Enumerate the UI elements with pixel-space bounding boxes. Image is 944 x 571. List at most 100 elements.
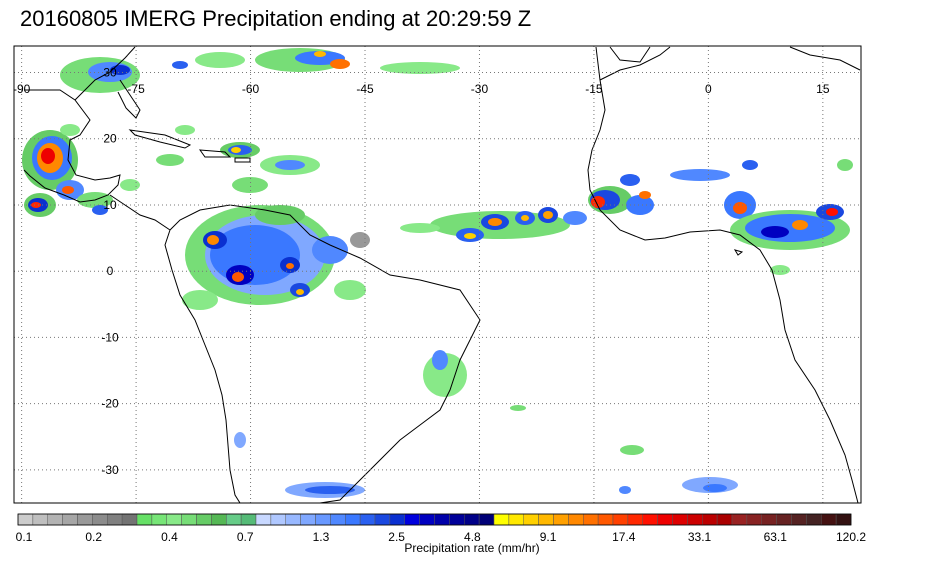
- colorbar-swatch: [240, 513, 257, 526]
- lon-label: -45: [356, 82, 374, 96]
- lat-label: -10: [101, 330, 119, 344]
- lat-label: 10: [103, 198, 117, 212]
- colorbar-swatch: [776, 513, 792, 526]
- colorbar-swatch: [806, 513, 822, 526]
- lat-label: -30: [101, 463, 119, 477]
- colorbar-swatch: [791, 513, 807, 526]
- colorbar-swatch: [642, 513, 658, 526]
- colorbar-swatch: [92, 513, 108, 526]
- colorbar-tick-label: 120.2: [836, 530, 866, 544]
- colorbar-swatch: [107, 513, 123, 526]
- colorbar-swatch: [657, 513, 673, 526]
- lat-lon-grid: [14, 46, 861, 503]
- colorbar-swatch: [315, 513, 331, 526]
- colorbar-swatch: [374, 513, 391, 526]
- colorbar-swatch: [255, 513, 272, 526]
- colorbar-swatch: [568, 513, 584, 526]
- grid-labels: -90 -75 -60 -45 -30 -15 0 15 30 20 10 0 -10 -20 -30: [13, 65, 830, 476]
- lat-label: 20: [103, 132, 117, 146]
- colorbar-swatch: [270, 513, 286, 526]
- colorbar-swatch: [136, 513, 153, 526]
- colorbar-swatch: [687, 513, 703, 526]
- colorbar: [17, 513, 852, 526]
- colorbar-swatch: [716, 513, 733, 526]
- colorbar-swatch: [493, 513, 510, 526]
- colorbar-swatch: [821, 513, 837, 526]
- colorbar-tick-label: 0.7: [237, 530, 254, 544]
- lon-label: -75: [127, 82, 145, 96]
- precip-cluster-itcz: [400, 207, 587, 242]
- colorbar-swatch: [196, 513, 212, 526]
- colorbar-swatch: [553, 513, 569, 526]
- colorbar-swatch: [583, 513, 599, 526]
- colorbar-swatch: [359, 513, 376, 526]
- colorbar-swatch: [17, 513, 34, 526]
- colorbar-swatch: [300, 513, 316, 526]
- colorbar-tick-label: 4.8: [464, 530, 481, 544]
- map-title: 20160805 IMERG Precipitation ending at 2…: [20, 6, 532, 31]
- lat-label: -20: [101, 397, 119, 411]
- lon-label: -30: [471, 82, 489, 96]
- colorbar-swatch: [702, 513, 718, 526]
- colorbar-swatch: [478, 513, 495, 526]
- colorbar-swatch: [627, 513, 643, 526]
- lon-label: -60: [242, 82, 260, 96]
- colorbar-tick-label: 33.1: [688, 530, 712, 544]
- colorbar-swatch: [226, 513, 242, 526]
- colorbar-ticks: 0.1 0.2 0.4 0.7 1.3 2.5 4.8 9.1 17.4 33.1 63.1 120.…: [16, 530, 867, 544]
- colorbar-swatch: [761, 513, 777, 526]
- lon-label: -90: [13, 82, 31, 96]
- colorbar-swatch: [211, 513, 227, 526]
- colorbar-swatch: [434, 513, 450, 526]
- colorbar-swatch: [389, 513, 405, 526]
- colorbar-tick-label: 17.4: [612, 530, 636, 544]
- precip-cluster-gulf: [22, 124, 140, 217]
- colorbar-swatch: [330, 513, 346, 526]
- colorbar-tick-label: 0.4: [161, 530, 178, 544]
- precip-cluster-west-africa: [588, 159, 853, 250]
- coastlines: [23, 46, 861, 504]
- map-frame: [13, 45, 862, 504]
- lon-label: -15: [585, 82, 603, 96]
- lon-label: 0: [705, 82, 712, 96]
- colorbar-tick-label: 0.2: [85, 530, 102, 544]
- colorbar-swatch: [508, 513, 524, 526]
- precip-cluster-amazon: [182, 205, 370, 310]
- colorbar-swatch: [449, 513, 465, 526]
- colorbar-swatch: [151, 513, 167, 526]
- colorbar-swatch: [523, 513, 539, 526]
- colorbar-tick-label: 9.1: [540, 530, 557, 544]
- colorbar-frame: [17, 513, 852, 526]
- colorbar-tick-label: 63.1: [764, 530, 788, 544]
- colorbar-swatch: [181, 513, 197, 526]
- colorbar-swatch: [121, 513, 138, 526]
- colorbar-swatch: [404, 513, 420, 526]
- colorbar-swatch: [672, 513, 688, 526]
- colorbar-tick-label: 0.1: [16, 530, 33, 544]
- colorbar-swatch: [731, 513, 748, 526]
- precip-cluster-caribbean: [156, 125, 320, 193]
- colorbar-swatch: [419, 513, 435, 526]
- colorbar-swatch: [77, 513, 93, 526]
- colorbar-swatch: [62, 513, 78, 526]
- colorbar-tick-label: 2.5: [388, 530, 405, 544]
- colorbar-swatch: [345, 513, 361, 526]
- precip-cluster-southern: [234, 265, 790, 498]
- colorbar-swatch: [166, 513, 182, 526]
- colorbar-title: Precipitation rate (mm/hr): [404, 541, 540, 555]
- precip-cluster-north-atlantic: [60, 48, 460, 93]
- colorbar-swatch: [835, 513, 852, 526]
- lat-label: 0: [107, 264, 114, 278]
- colorbar-swatch: [612, 513, 629, 526]
- colorbar-swatch: [597, 513, 614, 526]
- colorbar-swatch: [47, 513, 63, 526]
- colorbar-swatch: [538, 513, 554, 526]
- precipitation-layer: [22, 48, 853, 498]
- lon-label: 15: [816, 82, 830, 96]
- colorbar-swatch: [32, 513, 48, 526]
- colorbar-swatch: [746, 513, 762, 526]
- colorbar-swatch: [285, 513, 301, 526]
- colorbar-swatch: [464, 513, 480, 526]
- lat-label: 30: [103, 65, 117, 79]
